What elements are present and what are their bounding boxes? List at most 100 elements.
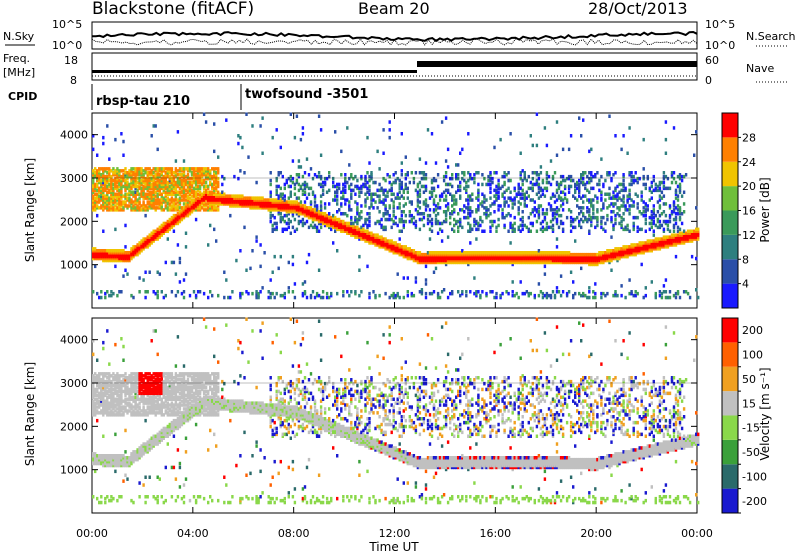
power-pixel — [154, 233, 157, 237]
power-pixel — [688, 231, 692, 235]
power-pixel — [209, 182, 212, 187]
power-pixel — [366, 237, 369, 241]
power-pixel — [505, 252, 508, 257]
power-pixel — [551, 251, 555, 255]
power-pixel — [116, 180, 119, 185]
power-pixel — [362, 231, 365, 235]
power-pixel — [446, 256, 450, 261]
power-pixel — [422, 212, 426, 216]
power-pixel — [142, 239, 145, 243]
power-pixel — [303, 200, 307, 204]
power-pixel — [442, 219, 446, 224]
power-pixel — [249, 266, 252, 271]
power-pixel — [162, 180, 165, 185]
power-pixel — [186, 173, 190, 177]
power-pixel — [485, 251, 488, 255]
y-tick-label: 4000 — [60, 129, 88, 142]
power-pixel — [463, 254, 466, 259]
power-pixel — [686, 231, 690, 235]
power-pixel — [541, 295, 545, 300]
power-pixel — [533, 252, 536, 257]
power-pixel — [106, 186, 109, 191]
velocity-pixel — [94, 397, 97, 401]
power-pixel — [622, 254, 625, 259]
power-pixel — [600, 174, 603, 179]
power-pixel — [602, 227, 605, 232]
power-pixel — [148, 200, 151, 204]
power-pixel — [487, 251, 490, 255]
power-pixel — [535, 143, 539, 148]
power-pixel — [211, 176, 214, 181]
power-pixel — [479, 251, 482, 255]
power-pixel — [451, 258, 454, 263]
power-pixel — [636, 176, 639, 181]
power-pixel — [386, 247, 389, 251]
power-pixel — [519, 254, 522, 259]
power-pixel — [150, 204, 153, 208]
power-pixel — [305, 260, 309, 265]
power-pixel — [92, 204, 95, 208]
power-pixel — [96, 153, 99, 157]
power-pixel — [213, 176, 216, 181]
power-pixel — [557, 213, 561, 218]
power-pixel — [342, 186, 345, 191]
power-pixel — [140, 174, 143, 179]
power-pixel — [549, 196, 553, 200]
power-pixel — [533, 260, 536, 265]
power-pixel — [545, 208, 549, 212]
power-pixel — [372, 241, 375, 245]
power-pixel — [144, 169, 147, 173]
power-pixel — [354, 291, 357, 296]
power-pixel — [511, 202, 514, 206]
power-pixel — [269, 219, 272, 224]
power-pixel — [378, 182, 381, 187]
power-pixel — [567, 258, 571, 263]
power-pixel — [438, 198, 442, 202]
power-pixel — [656, 225, 660, 230]
power-pixel — [475, 256, 478, 261]
power-pixel — [491, 290, 494, 294]
power-pixel — [130, 252, 133, 257]
power-pixel — [483, 196, 486, 200]
power-pixel — [481, 219, 484, 224]
power-pixel — [559, 213, 563, 218]
power-pixel — [394, 221, 397, 226]
power-pixel — [273, 198, 276, 202]
power-pixel — [104, 206, 107, 210]
power-pixel — [176, 184, 180, 189]
power-pixel — [511, 254, 514, 259]
power-pixel — [634, 245, 637, 249]
power-pixel — [545, 186, 549, 191]
beam-label: Beam 20 — [358, 0, 430, 18]
power-pixel — [156, 229, 159, 233]
power-pixel — [158, 173, 161, 177]
power-pixel — [114, 208, 117, 212]
power-pixel — [114, 252, 117, 257]
power-pixel — [213, 192, 216, 196]
power-pixel — [269, 178, 272, 183]
power-pixel — [507, 260, 510, 265]
power-pixel — [412, 293, 416, 298]
power-pixel — [402, 247, 405, 251]
power-pixel — [557, 256, 561, 261]
power-pixel — [323, 215, 327, 220]
power-pixel — [146, 241, 149, 245]
power-pixel — [420, 212, 424, 216]
power-pixel — [396, 194, 399, 198]
power-pixel — [531, 182, 534, 187]
power-pixel — [505, 254, 508, 259]
power-pixel — [572, 225, 575, 230]
velocity-pixel — [102, 407, 105, 411]
power-pixel — [400, 247, 403, 251]
power-pixel — [154, 208, 157, 212]
power-pixel — [596, 219, 599, 224]
power-pixel — [674, 254, 678, 259]
power-pixel — [148, 204, 151, 208]
power-pixel — [150, 178, 153, 183]
power-pixel — [188, 188, 192, 193]
power-pixel — [398, 202, 401, 206]
power-pixel — [368, 206, 371, 210]
power-pixel — [223, 202, 226, 206]
power-pixel — [128, 200, 131, 204]
power-pixel — [128, 186, 131, 191]
